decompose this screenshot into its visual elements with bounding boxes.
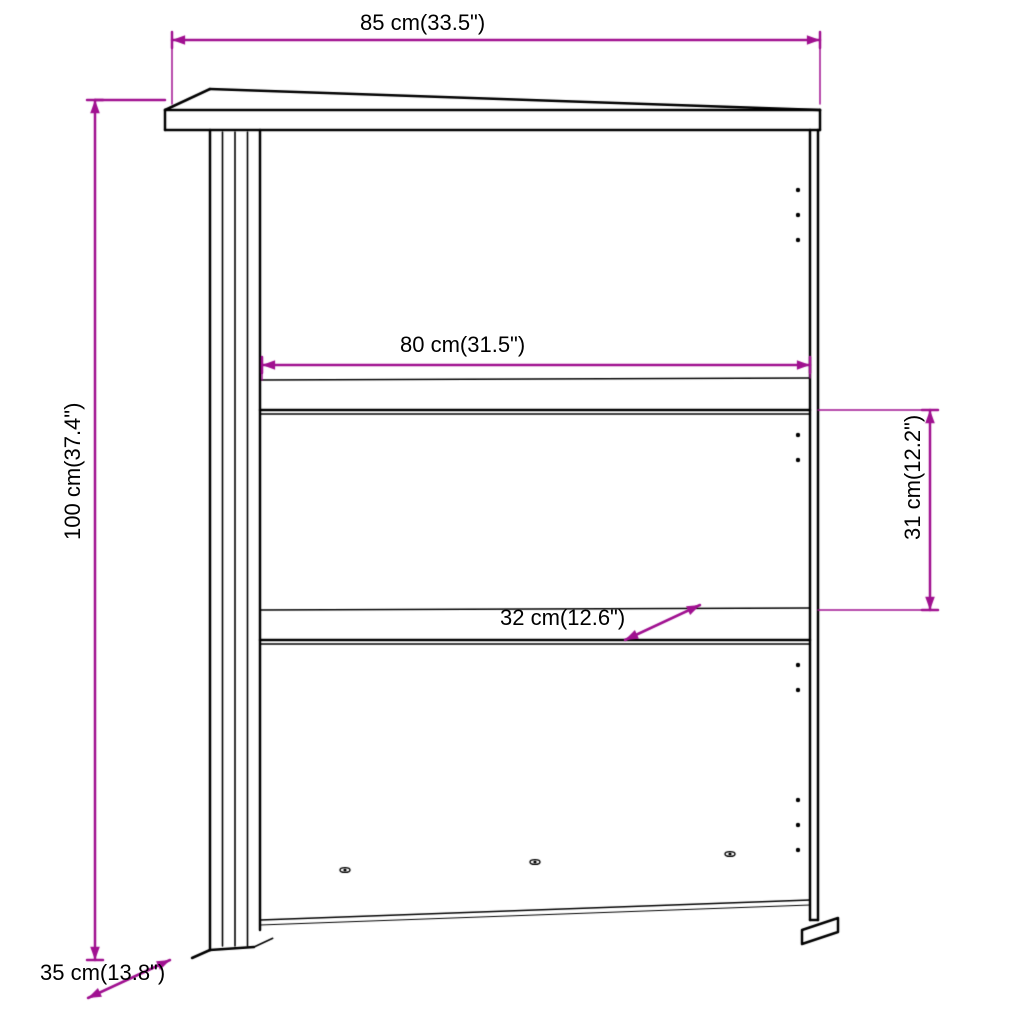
dim-right-open: 31 cm(12.2") <box>900 415 926 540</box>
dim-left-height: 100 cm(37.4") <box>60 403 86 540</box>
dim-shelf-width: 80 cm(31.5") <box>400 332 525 358</box>
dim-base-depth: 35 cm(13.8") <box>40 960 165 986</box>
dim-shelf-depth: 32 cm(12.6") <box>500 605 625 631</box>
dimension-diagram <box>0 0 1024 1024</box>
dim-top-width: 85 cm(33.5") <box>360 10 485 36</box>
